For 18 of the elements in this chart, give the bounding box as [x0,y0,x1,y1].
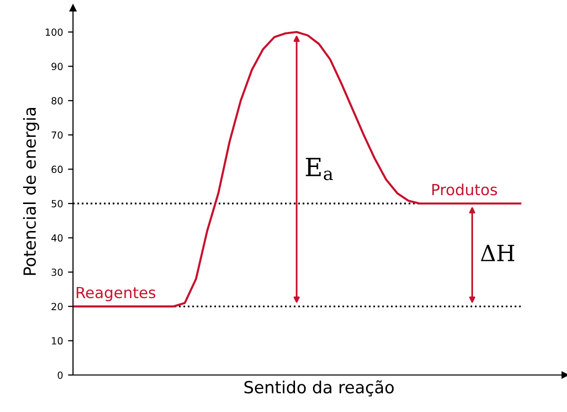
y-tick-label: 70 [52,131,63,139]
y-tick-label: 60 [52,166,63,174]
y-tick-label: 10 [52,337,63,345]
annotation: E$_{a}$ [306,158,333,180]
y-tick-label: 0 [58,371,63,379]
annotation: Reagentes [76,286,156,302]
annotation: ΔH [480,244,514,262]
y-tick-label: 100 [46,28,63,36]
y-axis-title: Potencial de energia [23,108,40,275]
y-tick-label: 20 [52,302,63,310]
y-tick-label: 80 [52,97,63,104]
x-axis-title: Sentido da reação [244,380,394,396]
y-tick-label: 50 [52,200,63,208]
y-tick-label: 30 [52,268,63,276]
y-tick-label: 40 [51,234,63,242]
line-series [73,30,522,308]
y-tick-label: 90 [52,62,63,70]
annotation: Produtos [432,184,497,196]
